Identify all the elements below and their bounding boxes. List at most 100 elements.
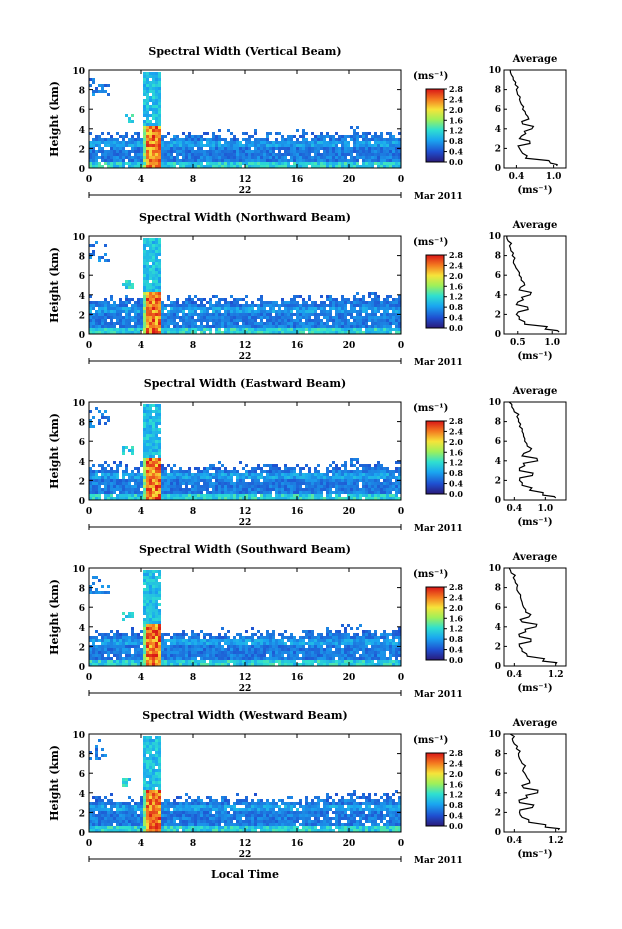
heatmap-cell (293, 482, 296, 485)
heatmap-cell (155, 461, 158, 464)
heatmap-cell (278, 162, 281, 165)
heatmap-cell (293, 488, 296, 491)
heatmap-cell (371, 307, 374, 310)
heatmap-cell (110, 304, 113, 307)
heatmap-cell (182, 150, 185, 153)
heatmap-cell (272, 648, 275, 651)
heatmap-cell (239, 331, 242, 334)
heatmap-cell (137, 660, 140, 663)
heatmap-cell (380, 316, 383, 319)
heatmap-cell (266, 485, 269, 488)
heatmap-cell (218, 316, 221, 319)
heatmap-cell (131, 660, 134, 663)
heatmap-cell (341, 135, 344, 138)
heatmap-cell (362, 485, 365, 488)
heatmap-cell (260, 304, 263, 307)
heatmap-cell (290, 138, 293, 141)
heatmap-cell (236, 162, 239, 165)
heatmap-cell (335, 147, 338, 150)
heatmap-cell (95, 591, 98, 594)
heatmap-cell (254, 141, 257, 144)
heatmap-cell (134, 479, 137, 482)
heatmap-cell (236, 645, 239, 648)
heatmap-cell (299, 331, 302, 334)
heatmap-cell (353, 328, 356, 331)
heatmap-cell (398, 138, 401, 141)
heatmap-cell (107, 259, 110, 262)
heatmap-cell (344, 141, 347, 144)
heatmap-cell (398, 307, 401, 310)
heatmap-cell (308, 470, 311, 473)
heatmap-cell (182, 132, 185, 135)
heatmap-cell (155, 612, 158, 615)
heatmap-cell (194, 295, 197, 298)
heatmap-cell (245, 473, 248, 476)
heatmap-cell (170, 319, 173, 322)
heatmap-cell (101, 657, 104, 660)
heatmap-cell (242, 645, 245, 648)
heatmap-cell (122, 304, 125, 307)
heatmap-cell (167, 479, 170, 482)
heatmap-cell (107, 636, 110, 639)
heatmap-cell (311, 304, 314, 307)
heatmap-cell (188, 488, 191, 491)
heatmap-cell (155, 437, 158, 440)
average-frame (503, 69, 567, 169)
heatmap-cell (140, 153, 143, 156)
heatmap-cell (179, 642, 182, 645)
heatmap-cell (125, 286, 128, 289)
heatmap-cell (152, 268, 155, 271)
heatmap-cell (191, 153, 194, 156)
heatmap-cell (224, 467, 227, 470)
heatmap-cell (344, 159, 347, 162)
heatmap-cell (200, 150, 203, 153)
heatmap-cell (158, 150, 161, 153)
heatmap-cell (173, 479, 176, 482)
heatmap-cell (215, 144, 218, 147)
heatmap-cell (359, 301, 362, 304)
heatmap-cell (143, 618, 146, 621)
heatmap-cell (137, 485, 140, 488)
heatmap-cell (173, 651, 176, 654)
heatmap-cell (191, 316, 194, 319)
heatmap-cell (197, 165, 200, 168)
heatmap-cell (98, 485, 101, 488)
heatmap-cell (248, 491, 251, 494)
heatmap-cell (278, 479, 281, 482)
heatmap-cell (107, 654, 110, 657)
heatmap-cell (317, 156, 320, 159)
heatmap-cell (116, 322, 119, 325)
heatmap-cell (332, 316, 335, 319)
heatmap-cell (221, 660, 224, 663)
heatmap-cell (350, 138, 353, 141)
heatmap-cell (197, 476, 200, 479)
heatmap-cell (158, 621, 161, 624)
heatmap-cell (149, 573, 152, 576)
heatmap-cell (377, 141, 380, 144)
heatmap-cell (212, 325, 215, 328)
heatmap-cell (209, 663, 212, 666)
heatmap-cell (92, 81, 95, 84)
heatmap-cell (353, 298, 356, 301)
heatmap-cell (170, 328, 173, 331)
heatmap-cell (209, 144, 212, 147)
heatmap-cell (323, 488, 326, 491)
heatmap-cell (242, 479, 245, 482)
heatmap-cell (308, 636, 311, 639)
heatmap-cell (155, 651, 158, 654)
heatmap-cell (227, 645, 230, 648)
heatmap-cell (224, 325, 227, 328)
heatmap-cell (191, 657, 194, 660)
heatmap-cell (266, 331, 269, 334)
heatmap-cell (101, 84, 104, 87)
heatmap-cell (89, 144, 92, 147)
heatmap-cell (92, 470, 95, 473)
heatmap-cell (155, 156, 158, 159)
heatmap-cell (122, 452, 125, 455)
heatmap-cell (146, 579, 149, 582)
heatmap-cell (149, 404, 152, 407)
heatmap-cell (146, 301, 149, 304)
heatmap-cell (395, 141, 398, 144)
heatmap-cell (188, 663, 191, 666)
heatmap-cell (305, 322, 308, 325)
